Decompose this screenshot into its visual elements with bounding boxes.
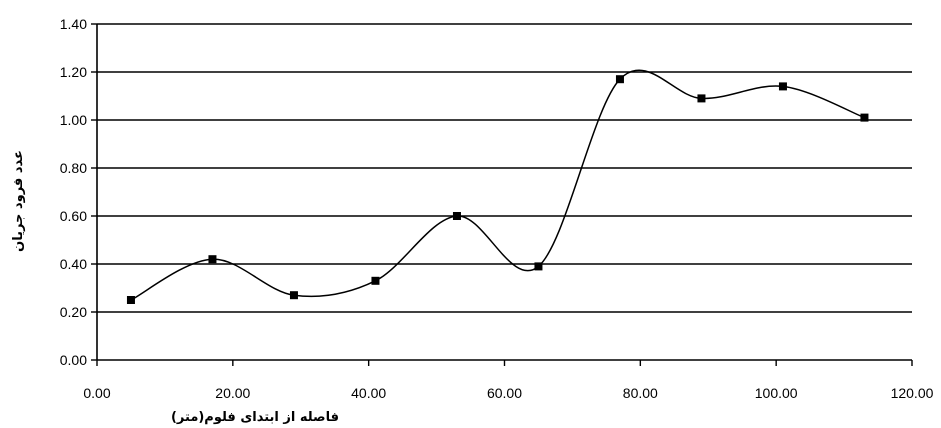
y-tick-label-6: 1.20 xyxy=(60,64,87,80)
data-point-8 xyxy=(778,82,787,91)
y-tick-label-1: 0.20 xyxy=(60,304,87,320)
y-tick-label-3: 0.60 xyxy=(60,208,87,224)
series-line-0 xyxy=(130,69,865,301)
gridlines xyxy=(97,23,912,313)
y-tick-label-7: 1.40 xyxy=(60,16,87,32)
x-tick-label-6: 120.00 xyxy=(891,385,934,401)
x-tick-label-2: 40.00 xyxy=(351,385,386,401)
data-point-2 xyxy=(289,291,298,300)
data-point-9 xyxy=(860,113,869,122)
y-tick-label-4: 0.80 xyxy=(60,160,87,176)
x-axis-title: فاصله از ابتدای فلوم(متر) xyxy=(171,410,339,425)
axes xyxy=(91,23,913,366)
tick-labels: 0.00 0.20 0.40 0.60 0.80 1.00 1.20 1.40 0.00 20.0… xyxy=(60,16,934,401)
data-point-4 xyxy=(452,212,461,220)
data-point-1 xyxy=(208,255,217,264)
x-tick-label-0: 0.00 xyxy=(83,385,110,401)
series-layer xyxy=(126,69,869,304)
x-tick-label-5: 100.00 xyxy=(755,385,798,401)
x-tick-label-3: 60.00 xyxy=(487,385,522,401)
x-tick-label-1: 20.00 xyxy=(215,385,250,401)
y-tick-label-0: 0.00 xyxy=(60,352,87,368)
y-axis-title: عدد فرود جریان xyxy=(11,150,26,252)
y-tick-label-5: 1.00 xyxy=(60,112,87,128)
data-point-5 xyxy=(534,262,543,271)
data-point-7 xyxy=(697,94,706,103)
data-point-3 xyxy=(371,276,380,285)
x-tick-label-4: 80.00 xyxy=(623,385,658,401)
data-point-6 xyxy=(615,75,624,84)
y-tick-label-2: 0.40 xyxy=(60,256,87,272)
data-point-0 xyxy=(126,296,135,304)
